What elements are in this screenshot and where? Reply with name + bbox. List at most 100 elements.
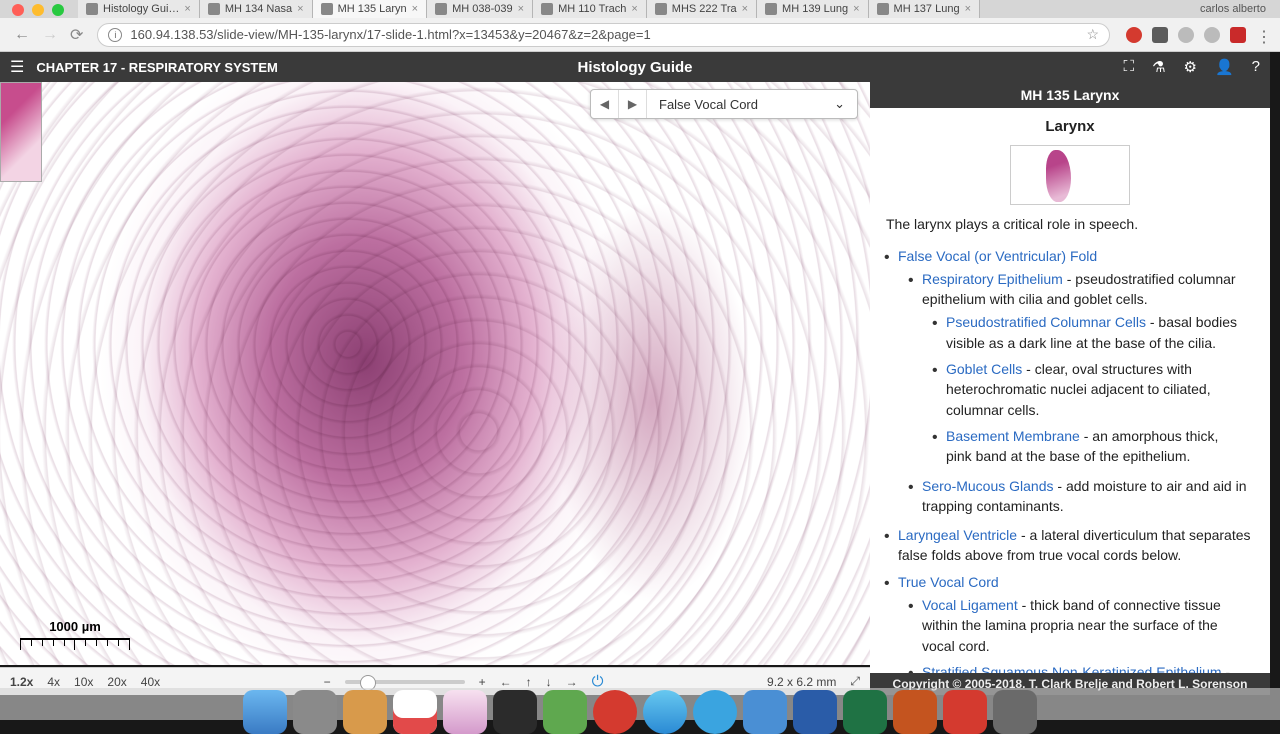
close-tab-icon[interactable]: × <box>412 3 418 15</box>
minimize-icon[interactable] <box>32 4 44 16</box>
finder-icon[interactable] <box>243 690 287 734</box>
zoom-icon[interactable] <box>52 4 64 16</box>
app-icon[interactable] <box>343 690 387 734</box>
safari-icon[interactable] <box>643 690 687 734</box>
next-region-button[interactable]: ▶ <box>619 90 647 118</box>
pan-left-button[interactable]: ← <box>500 675 512 689</box>
link-true-vocal[interactable]: True Vocal Cord <box>898 574 999 590</box>
app-icon[interactable] <box>943 690 987 734</box>
link-false-vocal[interactable]: False Vocal (or Ventricular) Fold <box>898 248 1097 264</box>
safari-icon[interactable] <box>293 690 337 734</box>
tab-4[interactable]: MH 110 Trach× <box>533 0 647 18</box>
scalebar: 1000 µm <box>20 619 130 650</box>
favicon <box>321 3 333 15</box>
link-resp-epi[interactable]: Respiratory Epithelium <box>922 271 1063 287</box>
app-icon[interactable] <box>743 690 787 734</box>
expand-icon[interactable]: ⤢ <box>850 674 860 689</box>
tab-label: MH 139 Lung <box>782 3 848 15</box>
link-pseudo[interactable]: Pseudostratified Columnar Cells <box>946 314 1146 330</box>
ext-icon[interactable] <box>1178 27 1194 43</box>
panel-thumbnail[interactable] <box>1010 145 1130 205</box>
tab-2[interactable]: MH 135 Laryn× <box>313 0 428 18</box>
info-panel: MH 135 Larynx Larynx The larynx plays a … <box>870 82 1270 695</box>
link-laryngeal[interactable]: Laryngeal Ventricle <box>898 527 1017 543</box>
gear-icon[interactable]: ⚙ <box>1184 58 1197 76</box>
pan-right-button[interactable]: → <box>566 675 578 689</box>
help-icon[interactable]: ? <box>1252 58 1260 76</box>
pan-down-button[interactable]: ↓ <box>546 675 552 689</box>
close-tab-icon[interactable]: × <box>853 3 859 15</box>
app-icon[interactable] <box>693 690 737 734</box>
app-icon[interactable] <box>543 690 587 734</box>
list-item: Sero-Mucous Glands - add moisture to air… <box>904 473 1250 520</box>
window-controls <box>12 4 64 16</box>
forward-button[interactable]: → <box>36 26 64 44</box>
reload-button[interactable]: ⟳ <box>64 25 89 45</box>
link-vocal-lig[interactable]: Vocal Ligament <box>922 597 1018 613</box>
zoom-10x[interactable]: 10x <box>74 675 93 689</box>
itunes-icon[interactable] <box>443 690 487 734</box>
bookmark-star-icon[interactable]: ☆ <box>1086 26 1099 43</box>
url-bar: ← → ⟳ i 160.94.138.53/slide-view/MH-135-… <box>0 18 1280 52</box>
close-tab-icon[interactable]: × <box>184 3 190 15</box>
zoom-slider[interactable] <box>345 680 465 684</box>
zoom-20x[interactable]: 20x <box>107 675 126 689</box>
tab-6[interactable]: MH 139 Lung × <box>757 0 868 18</box>
chevron-down-icon: ⌄ <box>834 96 845 112</box>
favicon <box>435 3 447 15</box>
close-tab-icon[interactable]: × <box>742 3 748 15</box>
lab-icon[interactable]: ⚗ <box>1152 58 1165 76</box>
zoom-in-button[interactable]: + <box>479 675 486 689</box>
tab-0[interactable]: Histology Gui…× <box>78 0 200 18</box>
tab-5[interactable]: MHS 222 Tra× <box>647 0 757 18</box>
ext-icon[interactable] <box>1204 27 1220 43</box>
slide-viewer[interactable]: ◀ ▶ False Vocal Cord⌄ 1000 µm <box>0 82 870 665</box>
app-icon[interactable] <box>993 690 1037 734</box>
list-item: Vocal Ligament - thick band of connectiv… <box>904 592 1250 659</box>
menu-icon[interactable]: ⋮ <box>1256 27 1272 43</box>
close-tab-icon[interactable]: × <box>518 3 524 15</box>
fov-label: 9.2 x 6.2 mm <box>767 675 836 689</box>
app-icon[interactable] <box>593 690 637 734</box>
favicon <box>655 3 667 15</box>
tab-3[interactable]: MH 038-039× <box>427 0 533 18</box>
region-dropdown[interactable]: False Vocal Cord⌄ <box>647 90 857 118</box>
tab-strip: Histology Gui…× MH 134 Nasa× MH 135 Lary… <box>0 0 1280 18</box>
macos-dock <box>0 688 1280 720</box>
app-header: ☰ CHAPTER 17 - RESPIRATORY SYSTEM Histol… <box>0 52 1270 82</box>
hamburger-icon[interactable]: ☰ <box>10 57 24 77</box>
link-basement[interactable]: Basement Membrane <box>946 428 1080 444</box>
zoom-40x[interactable]: 40x <box>141 675 160 689</box>
zoom-out-button[interactable]: − <box>324 675 331 689</box>
zoom-current[interactable]: 1.2x <box>10 675 33 689</box>
profile-name[interactable]: carlos alberto <box>1186 0 1280 18</box>
ext-icon[interactable] <box>1152 27 1168 43</box>
link-goblet[interactable]: Goblet Cells <box>946 361 1022 377</box>
calendar-icon[interactable] <box>393 690 437 734</box>
histology-image[interactable] <box>0 82 870 665</box>
tab-7[interactable]: MH 137 Lung× <box>869 0 980 18</box>
powerpoint-icon[interactable] <box>893 690 937 734</box>
favicon <box>765 3 777 15</box>
word-icon[interactable] <box>793 690 837 734</box>
address-input[interactable]: i 160.94.138.53/slide-view/MH-135-larynx… <box>97 23 1110 47</box>
pan-up-button[interactable]: ↑ <box>526 675 532 689</box>
user-icon[interactable]: 👤 <box>1215 58 1234 76</box>
back-button[interactable]: ← <box>8 26 36 44</box>
link-sero[interactable]: Sero-Mucous Glands <box>922 478 1054 494</box>
close-icon[interactable] <box>12 4 24 16</box>
thumbnail[interactable] <box>0 82 42 182</box>
mendeley-icon[interactable] <box>1230 27 1246 43</box>
site-info-icon[interactable]: i <box>108 28 122 42</box>
excel-icon[interactable] <box>843 690 887 734</box>
fullscreen-icon[interactable]: ⛶ <box>1124 58 1135 76</box>
list-item: Pseudostratified Columnar Cells - basal … <box>928 309 1240 356</box>
close-tab-icon[interactable]: × <box>631 3 637 15</box>
clock-icon[interactable] <box>493 690 537 734</box>
tab-1[interactable]: MH 134 Nasa× <box>200 0 313 18</box>
close-tab-icon[interactable]: × <box>297 3 303 15</box>
close-tab-icon[interactable]: × <box>965 3 971 15</box>
abp-icon[interactable] <box>1126 27 1142 43</box>
zoom-4x[interactable]: 4x <box>47 675 60 689</box>
prev-region-button[interactable]: ◀ <box>591 90 619 118</box>
